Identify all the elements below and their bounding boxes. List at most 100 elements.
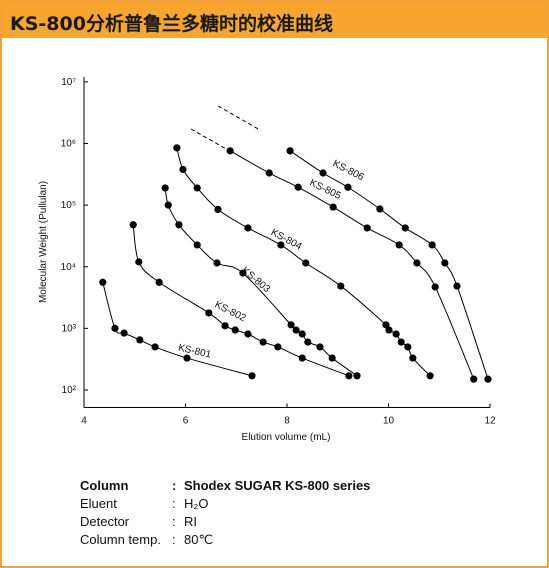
data-point — [151, 343, 159, 351]
data-point — [401, 224, 409, 232]
data-point — [329, 203, 337, 211]
spec-label: Detector — [80, 514, 130, 529]
data-point — [259, 338, 267, 346]
data-point — [173, 144, 181, 152]
series-label: KS-801 — [177, 342, 212, 360]
spec-separator: : — [172, 514, 176, 529]
data-point — [328, 354, 336, 362]
spec-separator: : — [172, 478, 177, 493]
data-point — [277, 241, 285, 249]
spec-label: Column — [80, 478, 129, 493]
spec-value: RI — [184, 514, 197, 529]
x-tick-label: 10 — [383, 416, 395, 427]
data-point — [292, 326, 300, 334]
data-point — [319, 169, 327, 177]
data-point — [287, 321, 295, 329]
data-point — [183, 354, 191, 362]
data-point — [484, 375, 492, 383]
data-point — [99, 278, 107, 286]
data-point — [298, 330, 306, 338]
data-point — [179, 165, 187, 173]
data-point — [120, 329, 128, 337]
data-point — [431, 283, 439, 291]
data-point — [155, 278, 163, 286]
page-title: KS-800分析普鲁兰多糖时的校准曲线 — [10, 13, 333, 35]
spec-value: Shodex SUGAR KS-800 series — [184, 478, 371, 493]
data-point — [274, 343, 282, 351]
data-point — [345, 372, 353, 380]
data-point — [353, 372, 361, 380]
data-point — [221, 322, 229, 330]
data-point — [214, 205, 222, 214]
y-tick-label: 10³ — [62, 323, 77, 334]
x-axis-label: Elution volume (mL) — [242, 432, 331, 443]
data-point — [404, 343, 412, 351]
data-point — [392, 330, 400, 338]
data-point — [129, 221, 137, 229]
data-point — [363, 224, 371, 232]
y-axis-label: Molecular Weight (Pullulan) — [38, 181, 49, 303]
data-point — [164, 201, 172, 209]
spec-row: Column temp.:80℃ — [80, 532, 480, 550]
data-point — [205, 309, 213, 317]
y-tick-label: 10⁷ — [61, 77, 76, 88]
data-point — [265, 169, 273, 177]
spec-row: Column: Shodex SUGAR KS-800 series — [80, 478, 480, 496]
data-point — [428, 241, 436, 249]
y-tick-label: 10⁶ — [61, 139, 76, 150]
spec-value: H₂O — [184, 496, 209, 511]
x-tick-label: 8 — [284, 416, 290, 427]
data-point — [231, 326, 239, 334]
spec-separator: : — [172, 532, 176, 547]
data-point — [244, 224, 252, 232]
series-label: KS-802 — [213, 299, 248, 324]
data-point — [226, 147, 234, 155]
spec-label: Column temp. — [80, 532, 161, 547]
data-point — [441, 259, 449, 267]
data-point — [413, 259, 421, 267]
data-point — [135, 258, 143, 266]
data-point — [111, 324, 119, 332]
data-point — [376, 205, 384, 213]
spec-separator: : — [172, 496, 176, 511]
data-point — [337, 282, 345, 290]
data-point — [193, 241, 201, 249]
data-point — [136, 336, 144, 344]
y-tick-label: 10² — [62, 385, 77, 396]
data-point — [248, 372, 256, 380]
data-point — [213, 259, 221, 267]
data-point — [409, 354, 417, 362]
data-point — [244, 330, 252, 338]
extrapolation-line — [190, 128, 229, 151]
calibration-curve — [132, 224, 350, 377]
data-point — [344, 183, 352, 191]
chart: Elution volume (mL) Molecular Weight (Pu… — [38, 77, 496, 443]
x-tick-label: 6 — [183, 416, 189, 427]
data-point — [175, 221, 183, 229]
spec-row: Eluent: H₂O — [80, 496, 480, 514]
data-point — [161, 184, 169, 192]
data-point — [395, 241, 403, 249]
data-point — [298, 354, 306, 362]
series-label: KS-803 — [239, 265, 272, 295]
extrapolation-line — [217, 105, 261, 131]
header: KS-800分析普鲁兰多糖时的校准曲线 — [2, 2, 547, 38]
spec-value: 80℃ — [184, 532, 214, 547]
data-point — [426, 372, 434, 380]
x-tick-label: 12 — [484, 416, 496, 427]
calibration-curve — [229, 150, 475, 380]
data-point — [302, 259, 310, 267]
data-point — [304, 338, 312, 346]
data-point — [453, 282, 461, 290]
spec-label: Eluent — [80, 496, 117, 511]
data-point — [397, 338, 405, 346]
calibration-curve — [102, 282, 253, 377]
y-tick-label: 10⁵ — [61, 200, 76, 211]
x-tick-label: 4 — [81, 416, 87, 427]
data-point — [470, 375, 478, 383]
data-point — [385, 326, 393, 334]
y-tick-label: 10⁴ — [61, 262, 76, 273]
spec-row: Detector: RI — [80, 514, 480, 532]
data-point — [294, 183, 302, 191]
